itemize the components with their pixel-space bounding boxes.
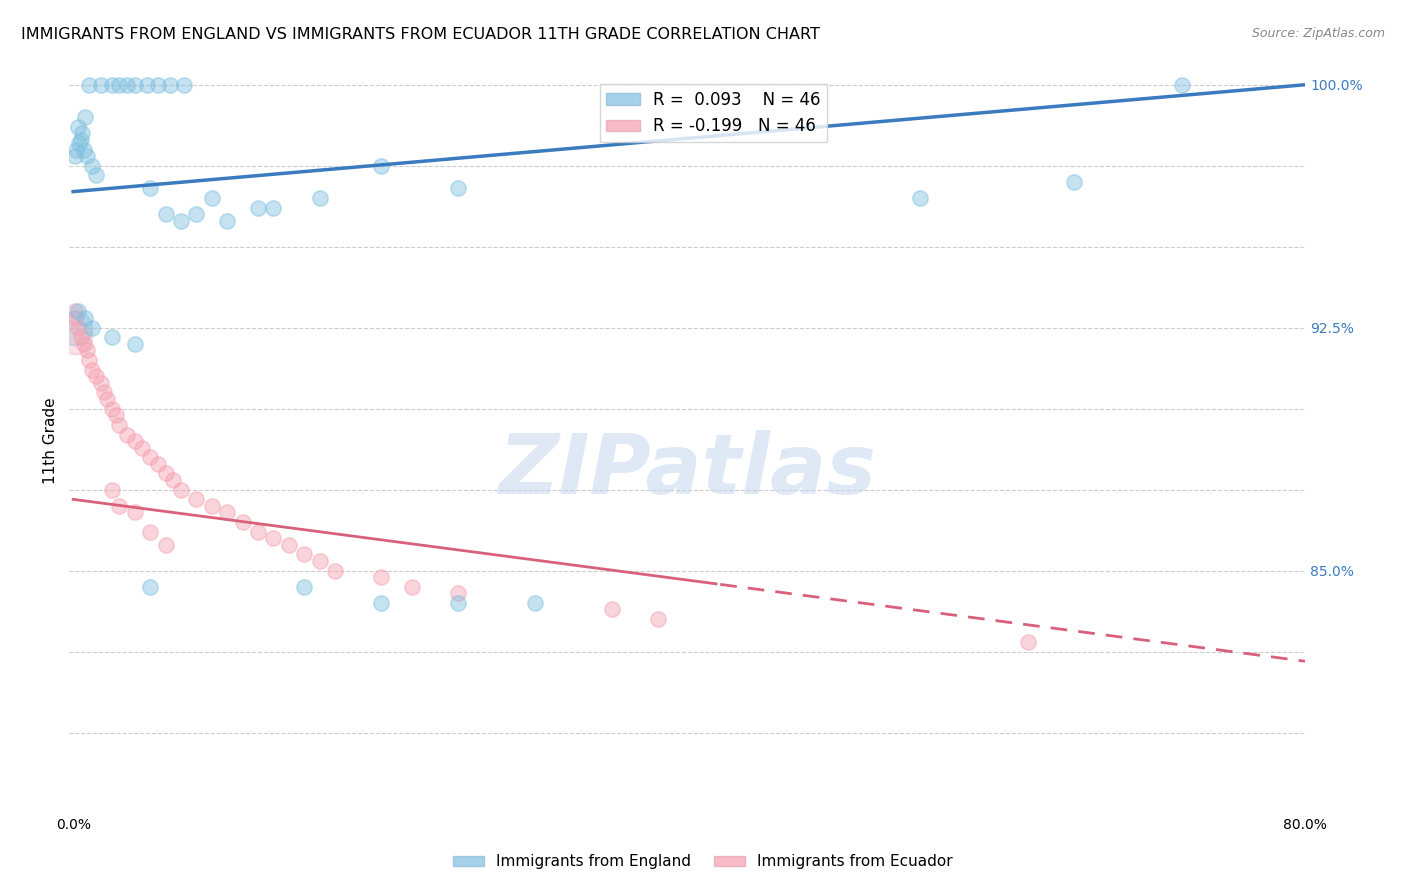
Point [232, 515, 254, 529]
Point [201, 191, 224, 205]
Point [262, 201, 284, 215]
Point [170, 483, 193, 497]
Point [77, 78, 100, 92]
Point [108, 499, 131, 513]
Point [136, 78, 159, 92]
Point [73, 336, 96, 351]
Point [66, 320, 89, 334]
Point [131, 441, 153, 455]
Point [647, 612, 669, 626]
Point [447, 181, 470, 195]
Point [370, 570, 392, 584]
Point [96, 392, 118, 406]
Point [308, 191, 330, 205]
Point [292, 548, 315, 562]
Point [1171, 78, 1194, 92]
Point [90, 78, 112, 92]
Point [201, 499, 224, 513]
Point [910, 191, 932, 205]
Point [370, 159, 392, 173]
Point [115, 427, 138, 442]
Point [100, 401, 122, 416]
Point [246, 201, 269, 215]
Point [139, 524, 162, 539]
Point [80, 363, 103, 377]
Point [100, 483, 122, 497]
Point [75, 310, 97, 325]
Point [80, 320, 103, 334]
Point [90, 376, 112, 390]
Point [292, 580, 315, 594]
Point [108, 78, 131, 92]
Text: Source: ZipAtlas.com: Source: ZipAtlas.com [1251, 27, 1385, 40]
Point [246, 524, 269, 539]
Point [186, 492, 208, 507]
Point [124, 505, 146, 519]
Point [524, 596, 547, 610]
Point [370, 596, 392, 610]
Point [76, 149, 98, 163]
Point [63, 304, 86, 318]
Point [186, 207, 208, 221]
Point [173, 78, 195, 92]
Point [401, 580, 423, 594]
Point [100, 330, 122, 344]
Point [84, 169, 107, 183]
Point [93, 385, 115, 400]
Point [66, 120, 89, 134]
Point [66, 304, 89, 318]
Point [100, 78, 122, 92]
Point [76, 343, 98, 358]
Point [217, 213, 239, 227]
Point [105, 408, 128, 422]
Point [70, 330, 93, 344]
Point [63, 320, 86, 334]
Text: IMMIGRANTS FROM ENGLAND VS IMMIGRANTS FROM ECUADOR 11TH GRADE CORRELATION CHART: IMMIGRANTS FROM ENGLAND VS IMMIGRANTS FR… [21, 27, 820, 42]
Point [146, 78, 169, 92]
Legend: R =  0.093    N = 46, R = -0.199   N = 46: R = 0.093 N = 46, R = -0.199 N = 46 [599, 85, 827, 142]
Point [84, 369, 107, 384]
Point [155, 207, 177, 221]
Point [139, 181, 162, 195]
Point [77, 353, 100, 368]
Point [277, 538, 299, 552]
Point [1017, 635, 1039, 649]
Point [600, 602, 623, 616]
Point [80, 159, 103, 173]
Point [124, 434, 146, 448]
Point [162, 473, 184, 487]
Point [170, 213, 193, 227]
Point [67, 136, 90, 150]
Point [65, 310, 87, 325]
Point [63, 330, 86, 344]
Point [155, 467, 177, 481]
Point [155, 538, 177, 552]
Point [323, 564, 346, 578]
Point [308, 554, 330, 568]
Point [73, 143, 96, 157]
Y-axis label: 11th Grade: 11th Grade [44, 398, 58, 484]
Point [115, 78, 138, 92]
Point [447, 596, 470, 610]
Point [139, 450, 162, 465]
Point [70, 133, 93, 147]
Point [217, 505, 239, 519]
Point [72, 126, 94, 140]
Point [146, 457, 169, 471]
Point [262, 531, 284, 545]
Legend: Immigrants from England, Immigrants from Ecuador: Immigrants from England, Immigrants from… [447, 848, 959, 875]
Point [108, 417, 131, 432]
Point [139, 580, 162, 594]
Text: ZIPatlas: ZIPatlas [498, 430, 876, 511]
Point [124, 78, 146, 92]
Point [1063, 175, 1085, 189]
Point [63, 149, 86, 163]
Point [75, 110, 97, 124]
Point [447, 586, 470, 600]
Point [124, 336, 146, 351]
Point [65, 143, 87, 157]
Point [159, 78, 181, 92]
